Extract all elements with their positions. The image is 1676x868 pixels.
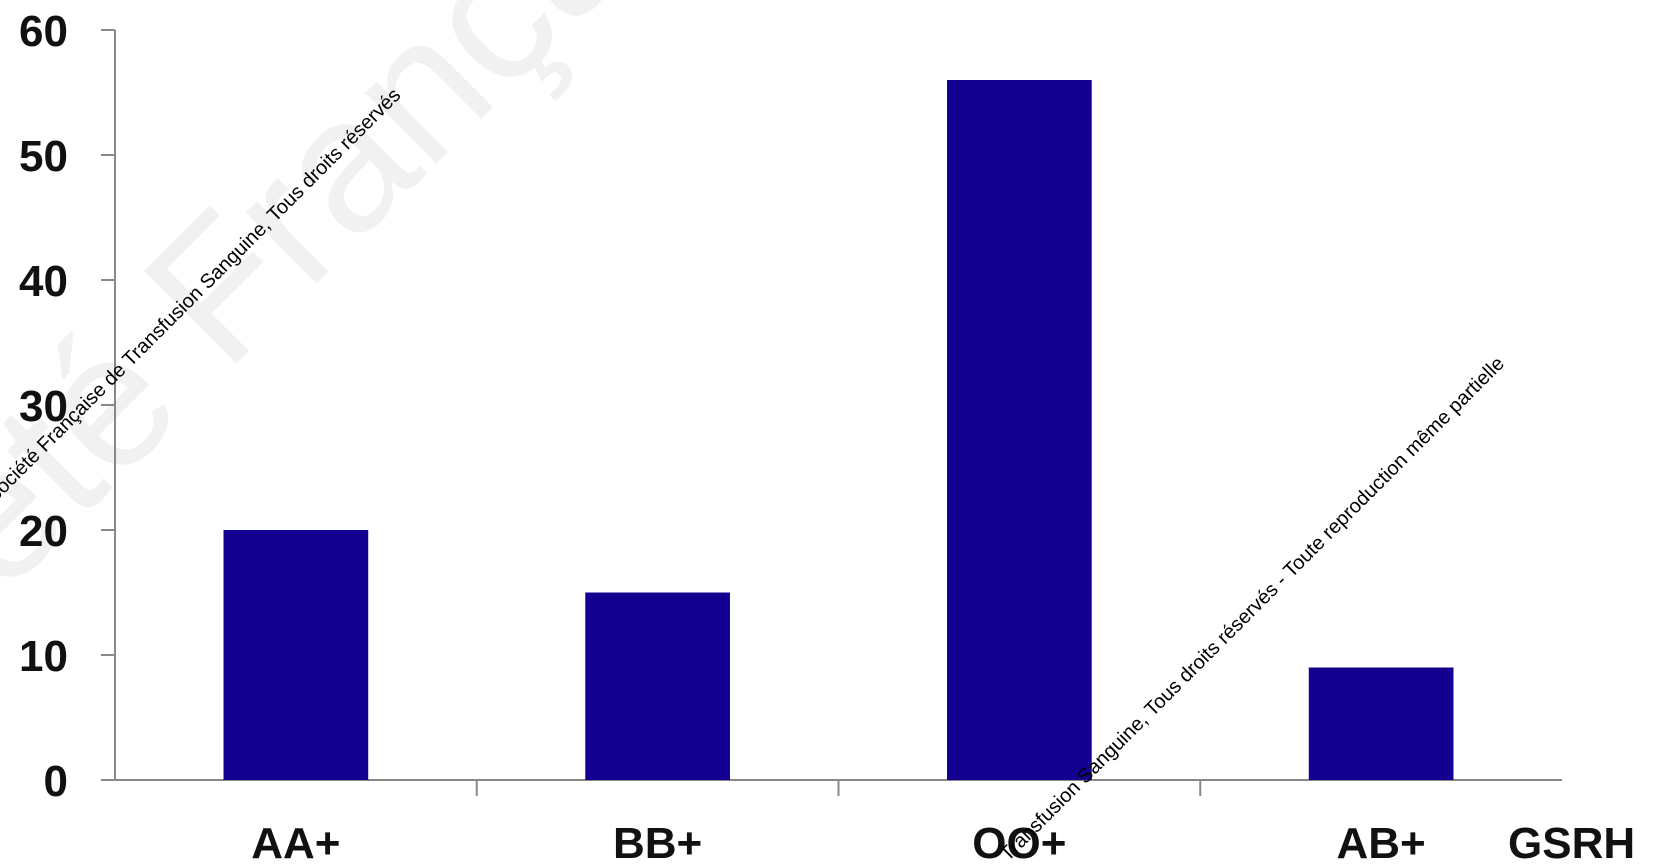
y-tick-label: 0	[44, 757, 68, 806]
x-category-label: AB+	[1337, 819, 1426, 868]
x-category-label: OO+	[972, 819, 1066, 868]
y-tick-label: 10	[19, 632, 68, 681]
bar-AA+	[223, 530, 369, 780]
bar-OO+	[947, 80, 1092, 780]
x-axis-ticks	[475, 780, 1202, 796]
bars	[223, 80, 1454, 780]
y-tick-label: 60	[19, 7, 68, 56]
y-tick-label: 50	[19, 132, 68, 181]
x-axis-title: GSRH	[1508, 819, 1635, 868]
y-tick-label: 40	[19, 257, 68, 306]
y-tick-label: 30	[19, 382, 68, 431]
y-tick-label: 20	[19, 507, 68, 556]
x-category-label: AA+	[251, 819, 340, 868]
x-category-label: BB+	[613, 819, 702, 868]
bar-AB+	[1308, 667, 1454, 780]
y-axis-ticks: 0 10 20 30 40 50 60	[19, 7, 115, 806]
bar-BB+	[585, 592, 730, 780]
x-axis-labels: AA+ BB+ OO+ AB+	[251, 819, 1426, 868]
